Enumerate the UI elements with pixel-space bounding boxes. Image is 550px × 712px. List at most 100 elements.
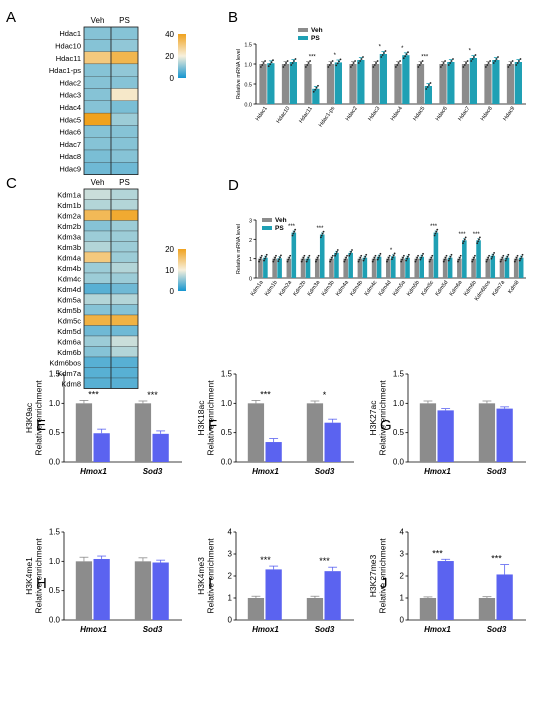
bar-ps xyxy=(334,62,342,104)
data-point xyxy=(444,60,447,62)
data-point xyxy=(316,256,319,259)
data-point xyxy=(261,64,264,66)
data-point xyxy=(400,260,403,263)
heatmap-row-label: Kdm5a xyxy=(57,295,82,304)
heatmap-cell xyxy=(83,149,112,163)
bar-ps xyxy=(447,62,455,104)
bar-veh xyxy=(439,64,447,104)
data-point xyxy=(435,230,438,233)
bar-ps xyxy=(462,240,467,278)
data-point xyxy=(331,60,334,62)
data-point xyxy=(287,258,290,261)
bar-veh xyxy=(281,64,290,104)
data-point xyxy=(513,260,516,263)
data-point xyxy=(416,256,419,259)
panel-label-g: G xyxy=(380,417,392,434)
data-point xyxy=(315,86,318,89)
heatmap-cell xyxy=(110,367,139,379)
data-point xyxy=(379,252,382,255)
heatmap-row-label: Kdm1b xyxy=(57,201,81,210)
data-point xyxy=(386,258,389,261)
data-point xyxy=(357,62,360,64)
data-point xyxy=(462,242,464,245)
data-point xyxy=(508,64,511,66)
data-point xyxy=(415,258,418,261)
significance-marker: *** xyxy=(432,548,443,558)
data-point xyxy=(272,59,274,62)
x-tick-label: Kdm4d xyxy=(378,280,393,298)
heatmap-row-label: Kdm4a xyxy=(57,253,82,262)
x-tick-label: Hdac9 xyxy=(502,106,516,122)
data-point xyxy=(393,252,396,255)
data-point xyxy=(421,254,424,257)
data-point xyxy=(280,254,282,257)
y-tick-label: 0.0 xyxy=(244,103,252,109)
heatmap-row-label: Kdm1a xyxy=(57,190,82,199)
heatmap-cell xyxy=(83,241,112,253)
data-point xyxy=(474,54,477,56)
data-point xyxy=(514,258,517,261)
y-tick-label: 0.5 xyxy=(244,83,252,89)
data-point xyxy=(492,253,495,256)
data-point xyxy=(378,254,381,257)
data-point xyxy=(259,256,262,259)
heatmap-cell xyxy=(110,63,139,77)
data-point xyxy=(462,240,465,243)
data-point xyxy=(343,260,346,263)
heatmap-cell xyxy=(83,63,112,77)
data-point xyxy=(474,254,476,257)
bar-veh xyxy=(394,64,402,104)
x-tick-label: Kdm5a xyxy=(392,279,407,297)
y-tick-label: 1 xyxy=(228,594,233,603)
bar-veh xyxy=(259,64,267,104)
heatmap-row-label: Kdm4c xyxy=(58,274,82,283)
y-tick-label: 1.5 xyxy=(221,370,233,379)
data-point xyxy=(519,58,522,60)
data-point xyxy=(307,62,310,64)
data-point xyxy=(335,252,337,255)
heatmap-row-label: Hdac1-ps xyxy=(49,66,81,75)
x-tick-label: Hmox1 xyxy=(252,625,279,634)
data-point xyxy=(303,254,306,257)
heatmap-row-label: Hdac7 xyxy=(59,140,81,149)
bar-ps xyxy=(496,574,513,620)
data-point xyxy=(331,256,333,259)
x-tick-label: Hdac7 xyxy=(457,106,471,122)
data-point xyxy=(272,260,275,263)
data-point xyxy=(471,260,474,263)
y-axis-label-2: Relative enrichment xyxy=(206,380,216,456)
heatmap-row-label: Kdm6a xyxy=(57,337,82,346)
x-tick-label: Kdm3a xyxy=(307,279,322,297)
bar-veh xyxy=(357,258,363,278)
y-tick-label: 0.5 xyxy=(393,428,405,437)
data-point xyxy=(478,238,480,241)
data-point xyxy=(317,254,320,257)
y-axis-label: H3K27ac xyxy=(368,400,378,436)
x-tick-label: Kdm7a xyxy=(491,279,506,297)
heatmap-cell xyxy=(83,356,112,368)
colorbar-tick-label: 20 xyxy=(165,245,174,254)
x-tick-label: Kdm4a xyxy=(335,279,350,297)
data-point xyxy=(394,66,397,68)
bar-ps xyxy=(447,257,453,278)
panel-label-j: J xyxy=(380,575,388,592)
data-point xyxy=(339,58,342,61)
bar-ps xyxy=(379,54,387,104)
data-point xyxy=(471,58,474,60)
data-point xyxy=(447,64,450,66)
data-point xyxy=(270,61,273,64)
bar-ps xyxy=(496,408,513,462)
data-point xyxy=(348,254,351,257)
y-axis-label-2: Relative enrichment xyxy=(34,538,44,614)
data-point xyxy=(269,63,272,66)
bar-ps xyxy=(492,60,500,104)
heatmap-cell xyxy=(110,272,139,284)
bar-veh xyxy=(414,258,420,278)
panel-label-i: I xyxy=(208,575,212,592)
significance-marker: * xyxy=(379,45,382,51)
significance-marker: *** xyxy=(260,389,271,399)
y-tick-label: 3 xyxy=(400,550,405,559)
data-point xyxy=(463,238,466,241)
data-point xyxy=(304,66,307,68)
y-axis-label-2: Relative enrichment xyxy=(378,380,388,456)
